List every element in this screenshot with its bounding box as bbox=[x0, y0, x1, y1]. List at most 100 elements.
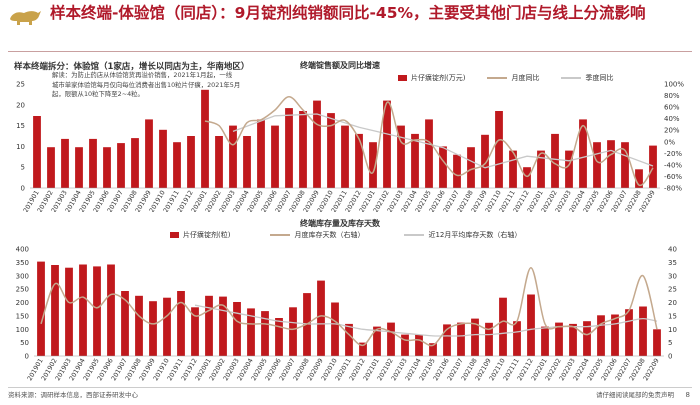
bar bbox=[201, 89, 209, 188]
note-line: 城市单家体验馆每月仅向每位消费者出售10粒片仔癀，2021年5月 bbox=[52, 80, 241, 89]
bar bbox=[145, 119, 153, 188]
bar bbox=[411, 133, 419, 188]
y-left-tick-label: 0 bbox=[21, 185, 25, 193]
y-right-tick-label: 40% bbox=[664, 115, 680, 123]
bar bbox=[443, 324, 451, 356]
y-left-tick-label: 400 bbox=[16, 246, 29, 254]
bar bbox=[313, 100, 321, 188]
bar bbox=[527, 294, 535, 356]
y-left-tick-label: 150 bbox=[16, 312, 29, 320]
chart1-note: 解读：为防止药店从体验馆货再溢价销售，2021年1月起，一线 城市单家体验馆每月… bbox=[52, 71, 282, 100]
y-left-tick-label: 5 bbox=[21, 164, 25, 172]
y-right-tick-label: 15 bbox=[668, 312, 677, 320]
chart2-title: 终端库存量及库存天数 bbox=[300, 219, 380, 228]
y-right-tick-label: 30 bbox=[668, 272, 677, 280]
y-left-tick-label: 15 bbox=[16, 122, 25, 130]
bar bbox=[89, 138, 97, 188]
y-right-tick-label: 40 bbox=[668, 246, 677, 254]
bar bbox=[509, 150, 517, 188]
bar bbox=[219, 296, 227, 356]
bar bbox=[401, 334, 409, 356]
bar bbox=[289, 307, 297, 356]
bar bbox=[593, 142, 601, 188]
bar bbox=[467, 147, 475, 188]
y-right-tick-label: -40% bbox=[664, 161, 682, 169]
bar bbox=[121, 291, 129, 356]
monthly-inventory-days-line bbox=[40, 266, 658, 347]
bar bbox=[457, 322, 465, 356]
bar bbox=[555, 322, 563, 356]
bar bbox=[285, 108, 293, 188]
y-right-tick-label: 0% bbox=[664, 138, 675, 146]
bar bbox=[177, 291, 185, 356]
bar bbox=[163, 297, 171, 356]
bar bbox=[149, 301, 157, 356]
bar bbox=[383, 100, 391, 188]
bar bbox=[359, 342, 367, 356]
bar bbox=[107, 264, 115, 356]
bar bbox=[271, 125, 279, 188]
bar bbox=[579, 119, 587, 188]
bar bbox=[65, 267, 73, 356]
bar bbox=[649, 145, 657, 188]
bar bbox=[131, 138, 139, 188]
title-divider bbox=[8, 51, 692, 52]
bar bbox=[205, 295, 213, 356]
y-right-tick-label: 80% bbox=[664, 92, 680, 100]
bar bbox=[439, 146, 447, 188]
bar bbox=[485, 322, 493, 356]
inventory-chart: 0 50 100 150 200 250 300 350 400 0 5 10 15 20 25 30 35 40… bbox=[16, 246, 677, 383]
bar bbox=[299, 111, 307, 188]
legend-label: 月度同比 bbox=[511, 74, 540, 82]
bar bbox=[513, 321, 521, 356]
bar bbox=[355, 133, 363, 188]
bar bbox=[187, 136, 195, 188]
legend-bar-swatch bbox=[170, 232, 179, 238]
bar bbox=[541, 326, 549, 356]
bar bbox=[565, 150, 573, 188]
quarterly-yoy-line bbox=[232, 113, 654, 169]
avg12-inventory-days-line bbox=[194, 304, 658, 337]
bar bbox=[233, 302, 241, 356]
bar bbox=[635, 169, 643, 188]
bar bbox=[453, 154, 461, 188]
bar bbox=[471, 318, 479, 356]
bar bbox=[653, 329, 661, 357]
y-left-tick-label: 350 bbox=[16, 259, 29, 267]
y-right-tick-label: 20 bbox=[668, 299, 677, 307]
bar bbox=[597, 315, 605, 356]
y-right-tick-label: 10 bbox=[668, 326, 677, 334]
bar bbox=[33, 116, 41, 188]
y-right-tick-label: 60% bbox=[664, 104, 680, 112]
y-right-tick-label: 35 bbox=[668, 259, 677, 267]
note-line: 解读：为防止药店从体验馆货再溢价销售，2021年1月起，一线 bbox=[52, 71, 233, 79]
y-left-tick-label: 100 bbox=[16, 326, 29, 334]
bar bbox=[551, 133, 559, 188]
section-label: 样本终端拆分：体验馆（1家店，增长以同店为主，华南地区） bbox=[14, 62, 250, 72]
footer-divider bbox=[8, 387, 692, 388]
legend-bar-swatch bbox=[398, 75, 407, 81]
bar bbox=[317, 280, 325, 356]
bar bbox=[341, 125, 349, 188]
y-left-tick-label: 20 bbox=[16, 101, 25, 109]
bar bbox=[369, 142, 377, 188]
legend-label: 片仔癀锭剂(万元) bbox=[411, 74, 466, 82]
bar bbox=[103, 147, 111, 188]
sales-chart: 0 5 10 15 20 25 -80% -60% -40% -20% 0% 20% 40% 60% 80%… bbox=[16, 81, 684, 213]
bar bbox=[331, 302, 339, 356]
legend-quarterly-swatch bbox=[561, 77, 582, 79]
bar bbox=[611, 314, 619, 356]
bar bbox=[481, 134, 489, 188]
bar bbox=[93, 266, 101, 356]
bar bbox=[61, 138, 69, 188]
bar bbox=[135, 295, 143, 356]
bar bbox=[397, 125, 405, 188]
bar bbox=[523, 167, 531, 188]
bar bbox=[229, 125, 237, 188]
bar bbox=[415, 334, 423, 356]
bar bbox=[387, 322, 395, 356]
page-number: 8 bbox=[685, 391, 690, 399]
bar bbox=[373, 326, 381, 356]
bar bbox=[425, 119, 433, 188]
y-left-tick-label: 250 bbox=[16, 286, 29, 294]
